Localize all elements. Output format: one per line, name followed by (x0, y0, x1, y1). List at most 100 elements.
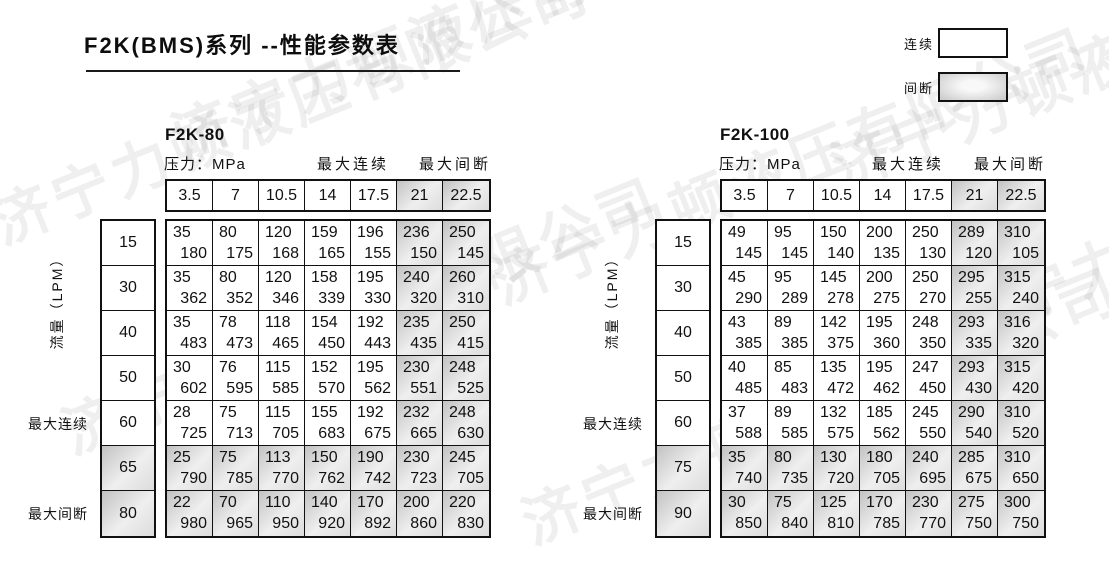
intermittent-value: 762 (318, 470, 345, 487)
pressure-header-cell: 17.5 (351, 181, 397, 210)
continuous-value: 130 (820, 449, 847, 466)
flow-header-cell: 80 (102, 491, 154, 536)
pressure-header-row: 3.5 7 10.5 14 17.5 21 22.5 (165, 179, 491, 212)
intermittent-value: 290 (735, 290, 762, 307)
continuous-value: 80 (219, 269, 237, 286)
intermittent-value: 770 (272, 470, 299, 487)
continuous-value: 289 (958, 224, 985, 241)
data-cell: 115 705 (259, 401, 305, 446)
continuous-value: 28 (173, 404, 191, 421)
continuous-value: 245 (449, 449, 476, 466)
data-cell: 140 920 (305, 491, 351, 536)
continuous-value: 150 (311, 449, 338, 466)
continuous-value: 115 (265, 404, 291, 421)
intermittent-value: 675 (965, 470, 992, 487)
data-cell: 152 570 (305, 356, 351, 401)
data-cell: 80 735 (768, 446, 814, 491)
continuous-value: 260 (449, 269, 476, 286)
intermittent-value: 665 (410, 425, 437, 442)
continuous-value: 192 (357, 314, 384, 331)
intermittent-value: 430 (965, 380, 992, 397)
intermittent-value: 450 (919, 380, 946, 397)
data-cell: 170 785 (860, 491, 906, 536)
continuous-value: 195 (866, 314, 893, 331)
pressure-header-cell: 14 (860, 181, 906, 210)
intermittent-value: 485 (735, 380, 762, 397)
data-cell: 245 705 (443, 446, 489, 491)
intermittent-value: 675 (364, 425, 391, 442)
pressure-header-cell: 21 (952, 181, 998, 210)
continuous-value: 35 (173, 224, 191, 241)
continuous-value: 118 (265, 314, 291, 331)
pressure-header-cell: 7 (213, 181, 259, 210)
intermittent-value: 520 (1012, 425, 1039, 442)
legend-continuous-label: 连续 (903, 36, 934, 52)
continuous-value: 30 (728, 494, 746, 511)
intermittent-value: 320 (1012, 335, 1039, 352)
continuous-value: 95 (774, 269, 792, 286)
continuous-value: 43 (728, 314, 746, 331)
continuous-value: 89 (774, 314, 792, 331)
intermittent-value: 450 (318, 335, 345, 352)
continuous-value: 240 (912, 449, 939, 466)
data-cell: 95 289 (768, 266, 814, 311)
pressure-header-cell: 22.5 (998, 181, 1044, 210)
intermittent-value: 725 (180, 425, 207, 442)
continuous-value: 300 (1004, 494, 1031, 511)
data-cell: 125 810 (814, 491, 860, 536)
legend-intermittent-swatch (938, 72, 1008, 102)
data-cell: 236 150 (397, 221, 443, 266)
intermittent-value: 742 (364, 470, 391, 487)
intermittent-value: 120 (965, 245, 992, 262)
continuous-value: 78 (219, 314, 237, 331)
continuous-value: 154 (311, 314, 338, 331)
intermittent-value: 255 (965, 290, 992, 307)
continuous-value: 275 (958, 494, 985, 511)
continuous-value: 230 (403, 359, 430, 376)
intermittent-value: 175 (226, 245, 253, 262)
data-cell: 150 140 (814, 221, 860, 266)
data-cell: 192 443 (351, 311, 397, 356)
intermittent-value: 790 (180, 470, 207, 487)
data-cell: 35 180 (167, 221, 213, 266)
data-cell: 70 965 (213, 491, 259, 536)
continuous-value: 230 (912, 494, 939, 511)
continuous-value: 89 (774, 404, 792, 421)
intermittent-value: 720 (827, 470, 854, 487)
continuous-value: 135 (820, 359, 847, 376)
continuous-value: 195 (357, 359, 384, 376)
intermittent-value: 270 (919, 290, 946, 307)
data-cell: 132 575 (814, 401, 860, 446)
continuous-value: 45 (728, 269, 746, 286)
intermittent-value: 525 (457, 380, 484, 397)
continuous-value: 120 (265, 269, 292, 286)
continuous-value: 95 (774, 224, 792, 241)
continuous-value: 35 (173, 269, 191, 286)
continuous-value: 125 (820, 494, 847, 511)
continuous-value: 142 (820, 314, 847, 331)
data-cell: 30 850 (722, 491, 768, 536)
pressure-unit-label: 压力：MPa (719, 156, 801, 173)
continuous-value: 180 (866, 449, 893, 466)
intermittent-value: 320 (410, 290, 437, 307)
intermittent-value: 723 (410, 470, 437, 487)
continuous-value: 236 (403, 224, 430, 241)
table-model-title: F2K-100 (720, 125, 790, 144)
continuous-value: 200 (403, 494, 430, 511)
continuous-value: 310 (1004, 404, 1031, 421)
intermittent-value: 785 (873, 515, 900, 532)
continuous-value: 190 (357, 449, 384, 466)
data-cell: 76 595 (213, 356, 259, 401)
data-cell: 135 472 (814, 356, 860, 401)
data-cell: 316 320 (998, 311, 1044, 356)
continuous-value: 22 (173, 494, 191, 511)
continuous-value: 75 (219, 449, 237, 466)
intermittent-value: 443 (364, 335, 391, 352)
data-cell: 248 350 (906, 311, 952, 356)
continuous-value: 316 (1004, 314, 1031, 331)
intermittent-value: 335 (965, 335, 992, 352)
data-cell: 310 520 (998, 401, 1044, 446)
continuous-value: 290 (958, 404, 985, 421)
data-cell: 180 705 (860, 446, 906, 491)
intermittent-value: 705 (873, 470, 900, 487)
